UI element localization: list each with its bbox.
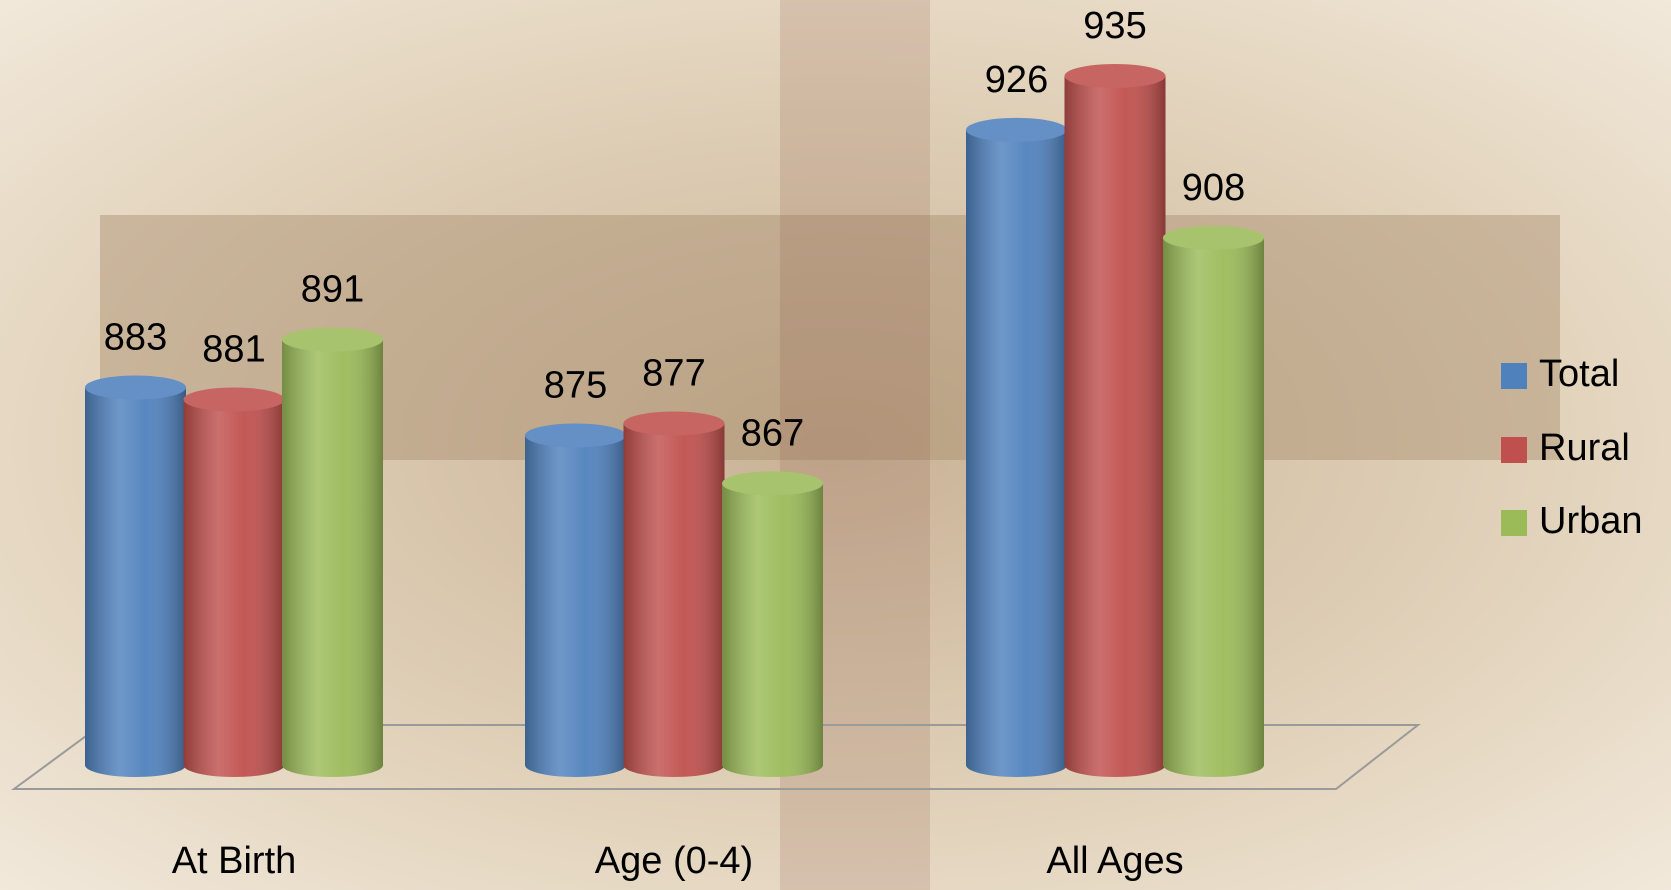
chart: At Birth 883 881 891 Age (0-4) 875 877 867 All A… — [0, 0, 1671, 890]
cylinder-bar — [722, 471, 823, 777]
cylinder-top-shade — [966, 118, 1067, 142]
cylinder-shade — [1065, 76, 1166, 777]
x-tick-label: All Ages — [1046, 840, 1183, 882]
cylinder-shade — [966, 130, 1067, 777]
cylinder-bar — [282, 328, 383, 777]
cylinder-shade — [282, 340, 383, 777]
legend-swatch — [1501, 510, 1527, 536]
cylinder-bar — [624, 411, 725, 777]
cylinder-top-shade — [1163, 226, 1264, 250]
value-label: 908 — [1182, 167, 1245, 209]
legend-label: Rural — [1539, 427, 1630, 469]
cylinder-bar — [1065, 64, 1166, 777]
cylinder-top-shade — [722, 471, 823, 495]
value-label: 935 — [1083, 5, 1146, 47]
cylinder-top-shade — [525, 423, 626, 447]
cylinder-bar — [966, 118, 1067, 777]
cylinder-shade — [184, 400, 285, 777]
cylinder-top-shade — [184, 388, 285, 412]
legend-swatch — [1501, 363, 1527, 389]
cylinder-bar — [184, 388, 285, 777]
cylinder-shade — [624, 423, 725, 777]
legend-swatch — [1501, 437, 1527, 463]
cylinder-bar — [525, 423, 626, 777]
value-label: 867 — [741, 412, 804, 454]
cylinder-top-shade — [282, 328, 383, 352]
cylinder-top-shade — [624, 411, 725, 435]
value-label: 926 — [985, 59, 1048, 101]
legend-label: Urban — [1539, 500, 1643, 542]
cylinder-bar — [1163, 226, 1264, 777]
x-tick-label: Age (0-4) — [595, 840, 753, 882]
cylinder-shade — [722, 483, 823, 777]
value-label: 875 — [544, 364, 607, 406]
legend-label: Total — [1539, 353, 1619, 395]
cylinder-top-shade — [1065, 64, 1166, 88]
value-label: 883 — [104, 317, 167, 359]
cylinder-bar — [85, 376, 186, 777]
value-label: 881 — [202, 329, 265, 371]
value-label: 891 — [301, 269, 364, 311]
value-label: 877 — [642, 353, 705, 395]
x-tick-label: At Birth — [172, 840, 297, 882]
cylinder-top-shade — [85, 376, 186, 400]
cylinder-shade — [85, 388, 186, 777]
cylinder-shade — [1163, 238, 1264, 777]
cylinder-shade — [525, 435, 626, 777]
